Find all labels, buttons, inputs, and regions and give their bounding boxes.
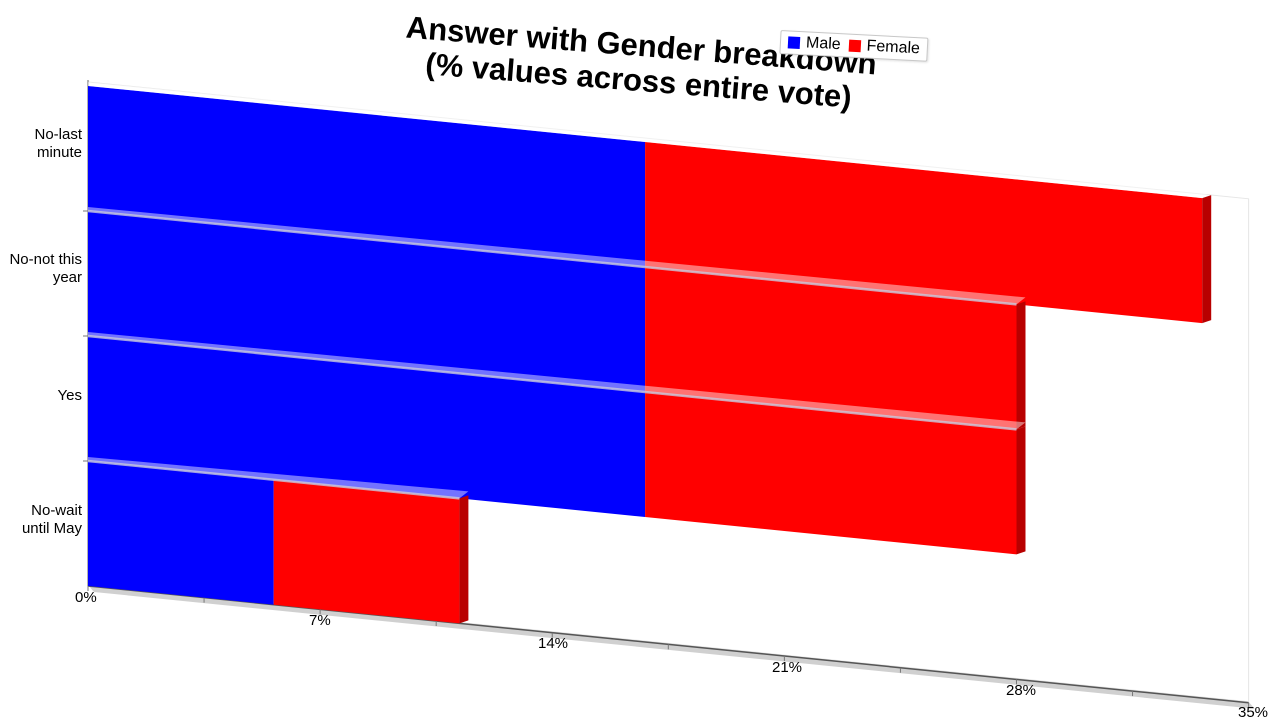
- category-label-no-last-minute: No-last minute: [34, 126, 82, 161]
- x-tick-0: 0%: [75, 589, 97, 606]
- bar-top-highlight-1: [88, 207, 1026, 305]
- row-separator: [87, 209, 1017, 306]
- x-tick-28: 28%: [1006, 682, 1037, 699]
- bar-female-2: [645, 392, 1017, 555]
- bar-top-highlight-3: [88, 457, 469, 499]
- legend-label-male: Male: [805, 34, 842, 54]
- bar-female-3: [273, 479, 460, 624]
- bar-end-cap-0: [1202, 195, 1212, 324]
- row-separator: [87, 459, 460, 500]
- category-label-no-not-this-year: No-not this year: [9, 251, 82, 286]
- legend-item-female: Female: [848, 37, 920, 59]
- category-label-yes: Yes: [57, 387, 82, 404]
- bar-end-cap-3: [459, 495, 469, 624]
- x-tick-7: 7%: [309, 612, 331, 629]
- legend-item-male: Male: [787, 33, 842, 54]
- legend-swatch-male: [787, 36, 801, 50]
- legend-swatch-female: [848, 39, 861, 53]
- row-separator: [87, 334, 1017, 431]
- bar-top-highlight-2: [88, 332, 1026, 430]
- bar-male-2: [88, 336, 646, 517]
- legend-label-female: Female: [866, 37, 921, 58]
- x-tick-35: 35%: [1238, 704, 1269, 721]
- x-tick-21: 21%: [772, 659, 803, 676]
- x-tick-14: 14%: [538, 635, 569, 652]
- category-label-no-wait-until-may: No-wait until May: [21, 502, 82, 537]
- bar-end-cap-2: [1016, 426, 1026, 555]
- bar-end-cap-1: [1016, 301, 1026, 430]
- bar-female-0: [645, 142, 1203, 324]
- bar-male-1: [88, 211, 646, 392]
- bar-male-3: [88, 461, 274, 605]
- bar-male-0: [88, 86, 646, 267]
- bar-top-highlight-0: [88, 82, 1212, 199]
- bar-female-1: [645, 267, 1017, 430]
